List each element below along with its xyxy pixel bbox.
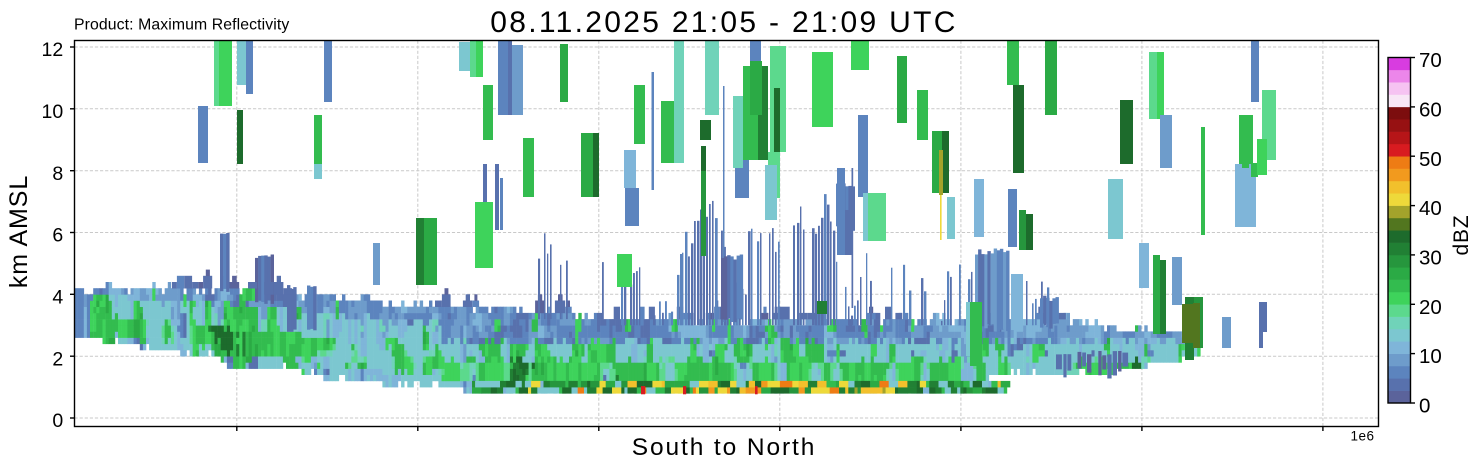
svg-text:70: 70 bbox=[1419, 49, 1442, 72]
svg-text:km AMSL: km AMSL bbox=[5, 175, 33, 288]
svg-text:50: 50 bbox=[1419, 148, 1442, 171]
svg-text:08.11.2025 21:05 - 21:09 UTC: 08.11.2025 21:05 - 21:09 UTC bbox=[490, 6, 957, 39]
svg-text:6: 6 bbox=[52, 225, 63, 247]
svg-text:0: 0 bbox=[1419, 395, 1430, 418]
svg-text:20: 20 bbox=[1419, 296, 1442, 319]
svg-text:30: 30 bbox=[1419, 247, 1442, 270]
svg-text:South to North: South to North bbox=[632, 434, 817, 461]
svg-text:2: 2 bbox=[52, 348, 63, 370]
svg-text:12: 12 bbox=[41, 39, 63, 61]
svg-text:Product: Maximum Reflectivity: Product: Maximum Reflectivity bbox=[74, 17, 289, 34]
svg-text:1e6: 1e6 bbox=[1350, 429, 1374, 444]
svg-text:60: 60 bbox=[1419, 99, 1442, 122]
svg-text:4: 4 bbox=[52, 286, 63, 308]
svg-text:40: 40 bbox=[1419, 197, 1442, 220]
svg-text:10: 10 bbox=[41, 101, 63, 123]
svg-text:0: 0 bbox=[52, 410, 63, 432]
svg-text:10: 10 bbox=[1419, 345, 1442, 368]
svg-text:8: 8 bbox=[52, 163, 63, 185]
svg-text:dBZ: dBZ bbox=[1450, 215, 1473, 256]
